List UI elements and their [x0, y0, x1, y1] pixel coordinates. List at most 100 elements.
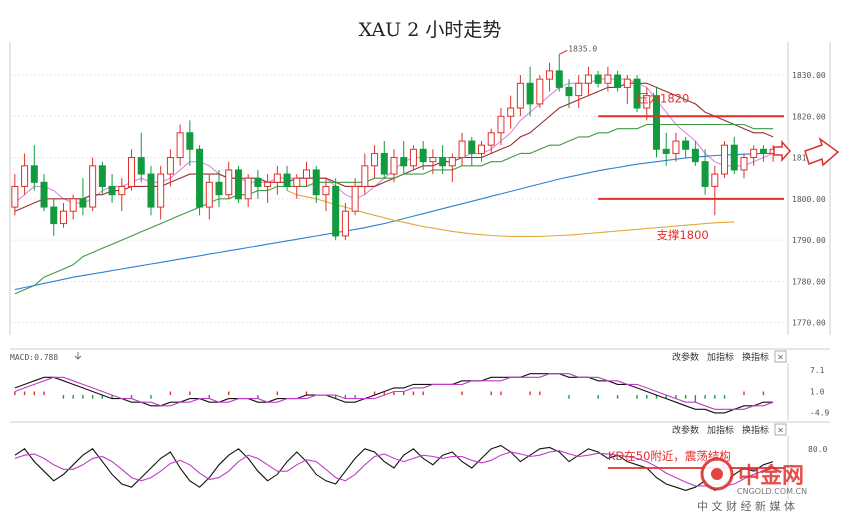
large-arrow-icon [804, 137, 840, 167]
candle-down [691, 148, 699, 163]
kd-tick-label: 80.0 [808, 445, 827, 454]
candle-up [303, 169, 311, 179]
candle-down [652, 95, 660, 150]
price-tick-label: 1780.00 [792, 277, 826, 286]
candle-up [293, 177, 301, 187]
candle-up [273, 173, 281, 183]
macd-signal-line [14, 373, 774, 410]
kd-close-icon[interactable] [774, 423, 787, 436]
price-tick-label: 1790.00 [792, 236, 826, 245]
candle-down [254, 177, 262, 187]
high-marker-pointer [559, 49, 568, 55]
macd-down-arrow-icon [74, 352, 82, 360]
price-panel: 1830.001820.001810.001800.001790.001780.… [9, 42, 831, 335]
candle-down [614, 74, 622, 88]
candle-up [157, 173, 165, 208]
high-marker-label: 1835.0 [568, 44, 597, 53]
candle-down [196, 148, 204, 208]
candle-down [215, 181, 223, 196]
candle-down [682, 140, 690, 150]
macd-label: MACD:0.788 [10, 353, 58, 362]
candle-up [225, 169, 233, 196]
macd-close-icon[interactable] [774, 350, 787, 363]
macd-add-indicator-button[interactable]: 加指标 [707, 351, 734, 363]
candle-down [380, 152, 388, 175]
candle-down [147, 173, 155, 208]
small-arrow-icon [773, 140, 792, 162]
candle-down [108, 185, 116, 196]
candle-down [50, 206, 58, 225]
candle-down [98, 165, 106, 187]
candle-up [575, 82, 583, 97]
candle-down [759, 148, 767, 154]
price-tick-label: 1820.00 [792, 112, 826, 121]
candle-down [701, 161, 709, 187]
candle-up [604, 74, 612, 84]
moving-average-line [286, 190, 735, 237]
macd-params-button[interactable]: 改参数 [672, 351, 699, 363]
kd-params-button[interactable]: 改参数 [672, 424, 699, 436]
candle-up [507, 107, 515, 117]
candle-down [30, 165, 38, 183]
candle-up [205, 181, 213, 208]
candle-down [555, 70, 563, 88]
candle-down [565, 86, 573, 97]
candle-up [176, 132, 184, 159]
candle-up [244, 177, 252, 200]
kd-close-glyph: ✕ [777, 426, 784, 435]
macd-panel: MACD:0.788 7.1 1.0 -4.9 [10, 348, 830, 420]
watermark-tagline: 中 文 财 经 新 媒 体 [697, 499, 795, 513]
candle-up [458, 140, 466, 159]
macd-tick-label: 7.1 [810, 366, 825, 375]
candle-down [400, 157, 408, 167]
resistance-label: 压力1820 [637, 91, 689, 105]
price-tick-label: 1830.00 [792, 71, 826, 80]
candle-up [89, 165, 97, 208]
macd-close-glyph: ✕ [777, 353, 784, 362]
candle-down [439, 157, 447, 167]
candle-up [166, 157, 174, 175]
kd-switch-indicator-button[interactable]: 换指标 [742, 424, 769, 436]
candle-down [79, 198, 87, 208]
candle-up [623, 78, 631, 88]
candle-down [594, 74, 602, 84]
candle-up [711, 173, 719, 187]
candle-up [371, 152, 379, 167]
candle-down [468, 140, 476, 154]
candle-up [390, 157, 398, 175]
candle-up [584, 74, 592, 84]
macd-tick-label: 1.0 [810, 388, 825, 397]
price-tick-label: 1800.00 [792, 195, 826, 204]
candle-up [643, 95, 651, 109]
kd-panel: 80.0 KD在50附近，震荡结构 [10, 421, 830, 500]
candle-down [332, 185, 340, 237]
candle-up [497, 115, 505, 134]
candle-up [750, 148, 758, 159]
candle-up [264, 181, 272, 187]
candle-up [69, 198, 77, 212]
macd-toolbar: 改参数 加指标 换指标 ✕ [672, 350, 787, 363]
macd-tick-label: -4.9 [810, 409, 829, 418]
kd-annotation: KD在50附近，震荡结构 [608, 449, 731, 463]
candle-down [662, 148, 670, 154]
candle-down [137, 157, 145, 175]
support-label: 支撑1800 [656, 228, 708, 242]
macd-switch-indicator-button[interactable]: 换指标 [742, 351, 769, 363]
candle-up [516, 82, 524, 109]
candle-up [448, 157, 456, 167]
candle-up [351, 185, 359, 212]
chart-title: XAU 2 小时走势 [359, 19, 502, 41]
candle-up [322, 185, 330, 196]
candle-up [341, 210, 349, 237]
candle-up [672, 140, 680, 154]
candle-down [633, 78, 641, 109]
candle-down [730, 144, 738, 171]
candle-up [59, 210, 67, 225]
candle-up [477, 144, 485, 154]
candle-down [40, 181, 48, 208]
candle-up [487, 132, 495, 146]
price-tick-label: 1770.00 [792, 319, 826, 328]
candle-down [186, 132, 194, 150]
kd-add-indicator-button[interactable]: 加指标 [707, 424, 734, 436]
